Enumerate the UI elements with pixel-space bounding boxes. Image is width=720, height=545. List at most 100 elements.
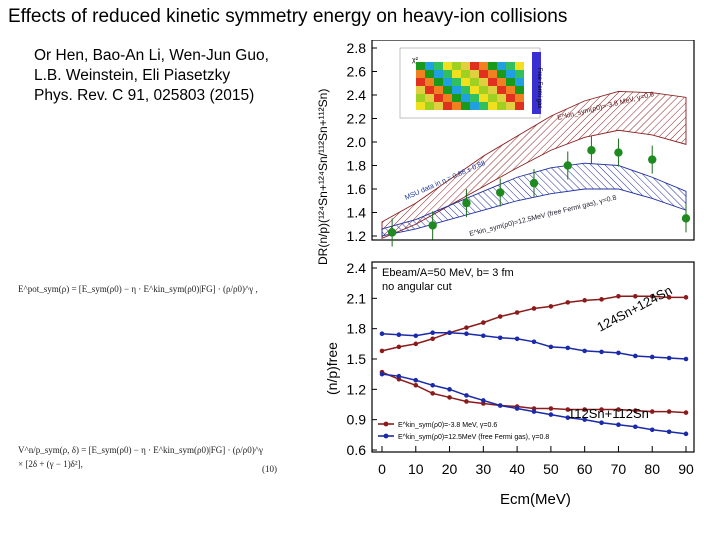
inset-cell	[515, 102, 524, 110]
series-point	[396, 373, 402, 379]
inset-cell	[497, 86, 506, 94]
inset-cell	[443, 70, 452, 78]
inset-cell	[452, 86, 461, 94]
inset-cell	[425, 102, 434, 110]
bottom-info-line-2: no angular cut	[382, 281, 452, 293]
series-point	[514, 406, 520, 411]
series-point	[413, 333, 419, 339]
series-point	[548, 406, 554, 411]
inset-cell	[470, 70, 479, 78]
series-point	[633, 424, 638, 430]
inset-cell	[488, 70, 497, 78]
inset-cell	[488, 94, 497, 102]
series-point	[497, 335, 503, 341]
series-point	[599, 407, 604, 412]
legend-item-reduced: E^kin_sym(ρ0)=-3.8 MeV, γ=0.6	[398, 422, 497, 429]
inset-cell	[497, 70, 506, 78]
bottom-y-tick-label: 0.6	[347, 442, 367, 458]
inset-cell	[434, 102, 443, 110]
series-point	[683, 431, 689, 437]
series-point	[599, 420, 604, 426]
inset-cell	[461, 78, 470, 86]
top-y-axis-label: DR(n/p)(¹²⁴Sn+¹²⁴Sn/¹¹²Sn+¹¹²Sn)	[316, 89, 330, 265]
top-y-tick-label: 2.6	[347, 64, 367, 80]
msu-data-point	[387, 228, 397, 237]
inset-cell	[452, 94, 461, 102]
bottom-panel-frame	[371, 261, 695, 453]
series-point	[531, 339, 537, 345]
inset-cell	[515, 62, 524, 70]
series-point	[582, 417, 587, 422]
msu-data-point	[681, 214, 691, 223]
series-point	[514, 336, 520, 342]
series-point	[633, 353, 638, 359]
inset-cell	[506, 94, 515, 102]
inset-cell	[425, 78, 434, 86]
series-point	[649, 409, 655, 414]
series-point	[413, 377, 419, 383]
author-line-2: L.B. Weinstein, Eli Piasetzky	[34, 67, 231, 84]
inset-cell	[461, 102, 470, 110]
series-point	[649, 354, 655, 360]
series-point	[413, 341, 419, 347]
x-tick-label: 70	[611, 461, 627, 477]
inset-cell	[461, 62, 470, 70]
msu-data-point	[587, 146, 596, 155]
inset-cell	[425, 70, 434, 78]
inset-cell	[461, 94, 470, 102]
msu-data-point	[462, 198, 471, 208]
inset-cell	[479, 102, 488, 110]
band-reduced-kinetic	[381, 91, 687, 240]
inset-cell	[416, 70, 425, 78]
inset-cell	[452, 102, 461, 110]
inset-cell	[461, 86, 470, 94]
label-124sn: 124Sn+124Sn	[594, 283, 674, 335]
inset-cell	[434, 62, 443, 70]
inset-cell	[479, 62, 488, 70]
series-point	[616, 407, 621, 412]
inset-cell	[434, 86, 443, 94]
series-point	[616, 422, 621, 428]
inset-cell	[488, 78, 497, 86]
inset-cell	[479, 78, 488, 86]
inset-cell	[506, 86, 515, 94]
series-point	[413, 382, 419, 388]
inset-cell	[416, 62, 425, 70]
series-point	[565, 300, 571, 305]
inset-cell	[488, 86, 497, 94]
inset-cell	[506, 78, 515, 86]
series-point	[683, 410, 689, 415]
msu-data-point	[648, 155, 657, 164]
series-point	[481, 333, 486, 339]
bottom-y-tick-label: 1.2	[347, 381, 367, 397]
inset-cell	[515, 78, 524, 86]
inset-cell	[434, 70, 443, 78]
series-point	[649, 294, 655, 299]
x-axis-label: Ecm(MeV)	[500, 491, 571, 508]
series-point	[633, 294, 638, 299]
figure-svg: 1.2 1.4 1.6 1.8 2.0 2.2 2.4 2.6 2.8 Free Fermi g…	[316, 39, 695, 508]
series-point	[430, 336, 435, 342]
series-point	[447, 395, 452, 400]
top-y-tick-label: 2.2	[347, 111, 367, 127]
series-point	[464, 393, 469, 398]
x-tick-label: 50	[543, 461, 559, 477]
msu-data-point	[563, 161, 572, 170]
inset-cell	[470, 102, 479, 110]
series-point	[616, 350, 621, 356]
series-point	[565, 415, 571, 420]
series-point	[666, 295, 672, 300]
equation-potential-symmetry: E^pot_sym(ρ) = [E_sym(ρ0) − η · E^kin_sy…	[18, 284, 258, 294]
inset-cell	[461, 70, 470, 78]
series-point	[464, 331, 469, 337]
inset-cell	[488, 62, 497, 70]
series-point	[481, 398, 486, 403]
series-point	[464, 399, 469, 404]
series-point	[582, 298, 587, 303]
series-point	[379, 331, 385, 337]
equation-line-1: V^n/p_sym(ρ, δ) = [E_sym(ρ0) − η · E^kin…	[18, 445, 263, 455]
inset-cell	[506, 102, 515, 110]
inset-cell	[443, 86, 452, 94]
x-tick-label: 40	[509, 461, 525, 477]
inset-cell	[497, 102, 506, 110]
